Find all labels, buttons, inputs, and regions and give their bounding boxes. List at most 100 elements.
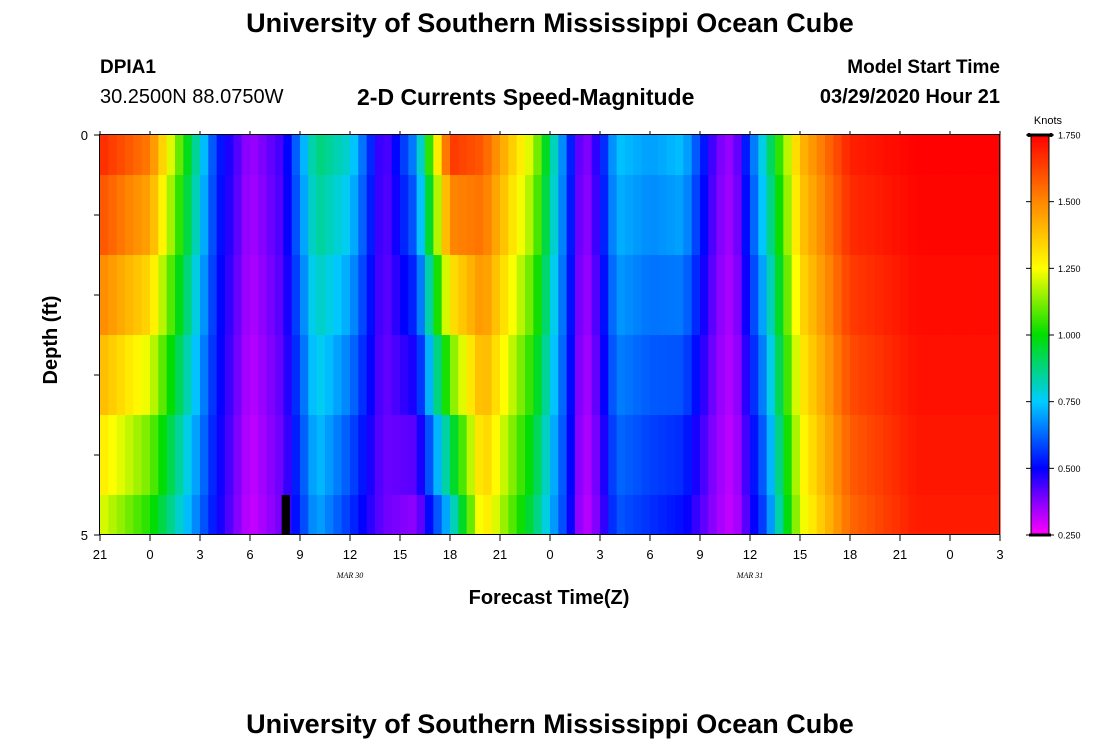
heatmap-cell <box>208 495 218 535</box>
heatmap-cell <box>133 335 143 415</box>
heatmap-cell <box>216 335 226 415</box>
heatmap-cell <box>216 415 226 495</box>
heatmap-cell <box>708 255 718 335</box>
x-tick-label: 18 <box>843 547 857 562</box>
heatmap-cell <box>150 415 159 495</box>
heatmap-cell <box>583 255 593 335</box>
heatmap-cell <box>500 175 509 255</box>
heatmap-cell <box>783 135 793 175</box>
heatmap-cell <box>125 175 134 255</box>
heatmap-cell <box>950 415 959 495</box>
heatmap-cell <box>691 335 701 415</box>
heatmap-cell <box>875 335 884 415</box>
heatmap-cell <box>100 255 109 335</box>
heatmap-cell <box>316 415 326 495</box>
heatmap-cell <box>783 415 793 495</box>
heatmap-cell <box>825 255 834 335</box>
heatmap-cell <box>250 335 259 415</box>
heatmap-cell <box>250 255 259 335</box>
heatmap-cell <box>683 415 693 495</box>
heatmap-cell <box>133 175 143 255</box>
heatmap-cell <box>641 255 651 335</box>
heatmap-cell <box>683 335 693 415</box>
heatmap-cell <box>641 135 651 175</box>
heatmap-cell <box>275 495 284 535</box>
heatmap-cell <box>341 415 351 495</box>
heatmap-cell <box>316 255 326 335</box>
heatmap-cell <box>483 255 493 335</box>
heatmap-cell <box>758 255 768 335</box>
heatmap-cell <box>775 255 784 335</box>
heatmap-cell <box>791 175 801 255</box>
heatmap-cell <box>383 335 393 415</box>
heatmap-cell <box>966 255 976 335</box>
heatmap-cell <box>491 175 501 255</box>
heatmap-cell <box>508 175 518 255</box>
colorbar-tick-label: 0.250 <box>1058 531 1081 541</box>
heatmap-cell <box>300 135 309 175</box>
heatmap-cell <box>950 175 959 255</box>
heatmap-cell <box>250 175 259 255</box>
heatmap-cell <box>575 255 584 335</box>
heatmap-cell <box>125 335 134 415</box>
heatmap-cell <box>275 175 284 255</box>
heatmap-cell <box>758 135 768 175</box>
heatmap-cell <box>191 335 201 415</box>
heatmap-cell <box>225 495 234 535</box>
heatmap-cell <box>733 175 743 255</box>
heatmap-cell <box>816 135 826 175</box>
heatmap-cell <box>191 495 201 535</box>
heatmap-cell <box>633 495 643 535</box>
heatmap-cell <box>600 335 609 415</box>
heatmap-cell <box>216 175 226 255</box>
heatmap-cell <box>858 255 868 335</box>
heatmap-cell <box>183 255 193 335</box>
heatmap-cell <box>300 495 309 535</box>
heatmap-cell <box>850 335 859 415</box>
heatmap-cell <box>383 255 393 335</box>
heatmap-cell <box>416 135 426 175</box>
heatmap-cell <box>325 415 334 495</box>
heatmap-cell <box>100 415 109 495</box>
heatmap-cell <box>716 135 726 175</box>
heatmap-cell <box>925 135 934 175</box>
heatmap-cell <box>750 415 759 495</box>
heatmap-cell <box>233 255 243 335</box>
heatmap-cell <box>666 135 676 175</box>
heatmap-cell <box>716 175 726 255</box>
heatmap-cell <box>975 415 984 495</box>
heatmap-cell <box>783 495 793 535</box>
heatmap-cell <box>591 175 601 255</box>
heatmap-cell <box>391 495 401 535</box>
heatmap-cell <box>158 415 168 495</box>
heatmap-cell <box>825 335 834 415</box>
heatmap-cell <box>683 495 693 535</box>
heatmap-cell <box>425 335 434 415</box>
heatmap-cell <box>341 135 351 175</box>
heatmap-cell <box>700 135 709 175</box>
heatmap-cell <box>541 335 551 415</box>
heatmap-cell <box>483 335 493 415</box>
heatmap-cell <box>933 495 943 535</box>
heatmap-cell <box>341 255 351 335</box>
heatmap-cell <box>850 135 859 175</box>
heatmap-cell <box>158 335 168 415</box>
heatmap-cell <box>225 335 234 415</box>
heatmap-cell <box>700 255 709 335</box>
heatmap-cell <box>841 495 851 535</box>
heatmap-cell <box>900 335 909 415</box>
heatmap-cell <box>341 175 351 255</box>
heatmap-cell <box>133 135 143 175</box>
heatmap-cell <box>508 415 518 495</box>
heatmap-cell <box>125 415 134 495</box>
heatmap-cell <box>533 135 543 175</box>
heatmap-cell <box>100 135 109 175</box>
heatmap-cell <box>908 495 918 535</box>
heatmap-cell <box>500 335 509 415</box>
heatmap-cell <box>750 135 759 175</box>
heatmap-cell <box>400 415 409 495</box>
heatmap-cell <box>441 415 451 495</box>
heatmap-cell <box>458 135 468 175</box>
heatmap-cell <box>691 415 701 495</box>
footer-title: University of Southern Mississippi Ocean… <box>246 709 854 739</box>
